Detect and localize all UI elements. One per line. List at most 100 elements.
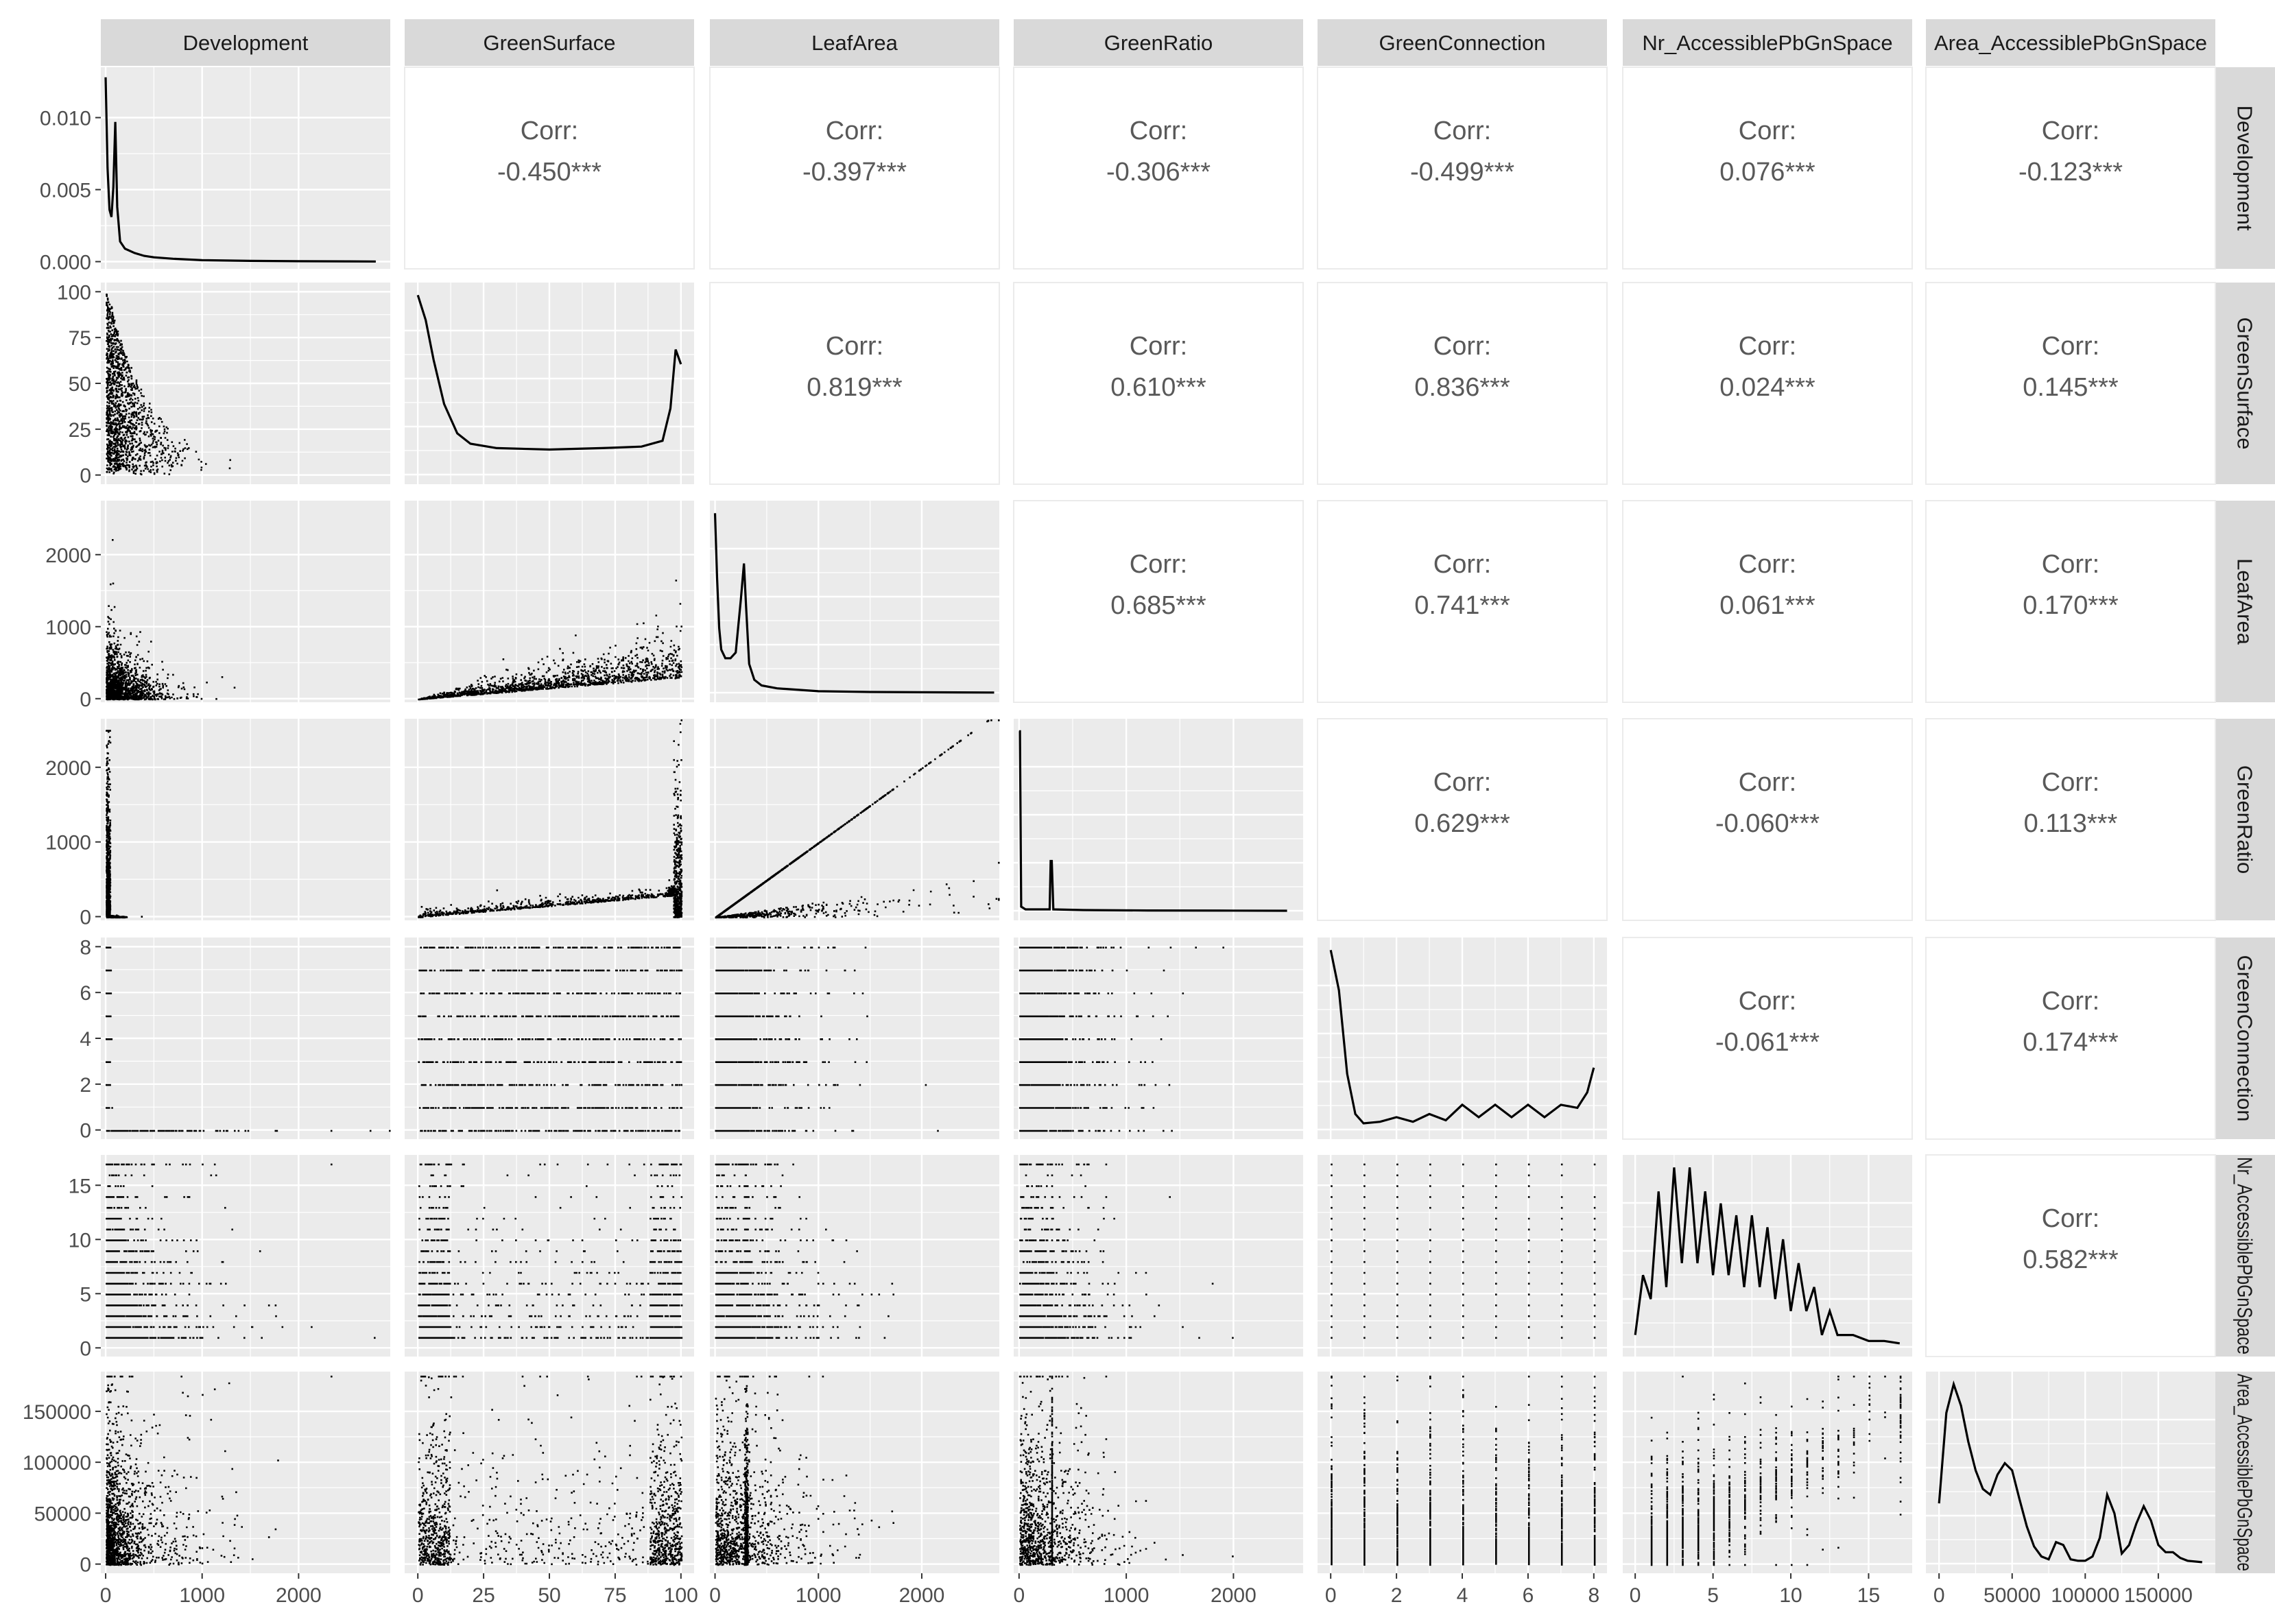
- panel-greenratio-vs-nr-accessiblepbgnspace: Corr: -0.060***: [1622, 718, 1913, 921]
- panel-nr-accessiblepbgnspace-vs-greenconnection: [1318, 1155, 1607, 1357]
- corr-label: Corr:: [1433, 332, 1491, 361]
- corr-label: Corr:: [2042, 117, 2099, 145]
- row-strip-development: Development: [2215, 67, 2275, 269]
- panel-background: [710, 1155, 999, 1357]
- panel-leafarea-vs-greensurface: [405, 501, 694, 702]
- column-strip-development: Development: [101, 19, 390, 66]
- strip-background: [1926, 19, 2215, 66]
- panel-nr-accessiblepbgnspace-vs-area-accessiblepbgnspace: Corr: 0.582***: [1925, 1154, 2216, 1357]
- x-tick-label: 8: [1588, 1584, 1599, 1607]
- strip-background: [405, 19, 694, 66]
- y-tick-label: 0: [80, 1120, 91, 1143]
- y-tick-label: 75: [69, 327, 91, 350]
- corr-panel-background: [1317, 718, 1608, 921]
- x-tick-label: 6: [1523, 1584, 1534, 1607]
- scatter-points: [715, 719, 1000, 919]
- x-tick-label: 0: [412, 1584, 424, 1607]
- x-tick-label: 0: [1325, 1584, 1337, 1607]
- strip-background: [1014, 19, 1303, 66]
- y-tick-label: 50: [69, 373, 91, 396]
- corr-panel-background: [1622, 937, 1913, 1140]
- corr-label: Corr:: [2042, 550, 2099, 579]
- strip-background: [1318, 19, 1607, 66]
- corr-label: Corr:: [2042, 987, 2099, 1016]
- column-label: Nr_AccessiblePbGnSpace: [1642, 31, 1892, 55]
- scatter-points: [418, 946, 683, 1132]
- panel-background: [101, 719, 390, 920]
- corr-label: Corr:: [1739, 332, 1796, 361]
- panel-nr-accessiblepbgnspace-vs-leafarea: [710, 1155, 999, 1357]
- panel-leafarea-vs-nr-accessiblepbgnspace: Corr: 0.061***: [1622, 500, 1913, 703]
- x-tick-label: 150000: [2124, 1584, 2193, 1607]
- corr-panel-background: [1622, 718, 1913, 921]
- x-tick-label: 50000: [1984, 1584, 2040, 1607]
- row-strip-greenratio: GreenRatio: [2215, 719, 2275, 920]
- y-tick-label: 5: [80, 1283, 91, 1306]
- corr-panel-background: [1925, 500, 2216, 703]
- corr-label: Corr:: [2042, 332, 2099, 361]
- y-tick-label: 4: [80, 1028, 91, 1051]
- strip-background: [2215, 501, 2275, 702]
- corr-label: Corr:: [826, 117, 883, 145]
- y-tick-label: 10: [69, 1229, 91, 1252]
- panel-greensurface-vs-area-accessiblepbgnspace: Corr: 0.145***: [1925, 282, 2216, 485]
- row-label: GreenConnection: [2233, 955, 2257, 1122]
- row-strip-area-accessiblepbgnspace: Area_AccessiblePbGnSpace: [2215, 1372, 2275, 1573]
- corr-value: 0.170***: [2023, 591, 2119, 620]
- panel-greenconnection-vs-greensurface: [405, 938, 694, 1139]
- x-tick-label: 5: [1707, 1584, 1719, 1607]
- corr-value: 0.061***: [1719, 591, 1815, 620]
- corr-panel-background: [1925, 67, 2216, 270]
- y-tick-label: 1000: [45, 617, 91, 639]
- column-label: GreenConnection: [1379, 31, 1546, 55]
- panel-background: [101, 1155, 390, 1357]
- y-tick-label: 0.005: [40, 180, 91, 202]
- panel-development-vs-greenratio: Corr: -0.306***: [1013, 67, 1304, 270]
- x-axis-development: 0 1000 2000: [100, 1573, 322, 1607]
- strip-background: [2215, 1372, 2275, 1573]
- corr-label: Corr:: [1130, 332, 1187, 361]
- panel-area-accessiblepbgnspace-vs-leafarea: [710, 1372, 999, 1573]
- panel-development-vs-nr-accessiblepbgnspace: Corr: 0.076***: [1622, 67, 1913, 270]
- density-curve: [713, 513, 994, 694]
- y-tick-label: 0: [80, 907, 91, 929]
- corr-label: Corr:: [521, 117, 578, 145]
- y-tick-label: 6: [80, 982, 91, 1005]
- y-tick-label: 8: [80, 936, 91, 959]
- panel-greensurface-vs-greensurface: [405, 283, 694, 484]
- row-strip-nr-accessiblepbgnspace: Nr_AccessiblePbGnSpace: [2215, 1155, 2275, 1357]
- panel-development-vs-leafarea: Corr: -0.397***: [709, 67, 1000, 270]
- scatter-points: [106, 730, 143, 919]
- corr-label: Corr:: [2042, 768, 2099, 797]
- corr-value: -0.450***: [497, 158, 601, 187]
- corr-value: 0.629***: [1414, 809, 1510, 838]
- y-tick-label: 50000: [34, 1503, 91, 1525]
- y-tick-label: 1000: [45, 832, 91, 855]
- x-tick-label: 2000: [1211, 1584, 1256, 1607]
- column-strip-greenratio: GreenRatio: [1014, 19, 1303, 66]
- column-strip-nr-accessiblepbgnspace: Nr_AccessiblePbGnSpace: [1623, 19, 1912, 66]
- panel-leafarea-vs-greenratio: Corr: 0.685***: [1013, 500, 1304, 703]
- panel-greensurface-vs-development: [101, 283, 390, 484]
- panel-greensurface-vs-greenratio: Corr: 0.610***: [1013, 282, 1304, 485]
- corr-label: Corr:: [1433, 768, 1491, 797]
- column-strip-area-accessiblepbgnspace: Area_AccessiblePbGnSpace: [1926, 19, 2215, 66]
- panel-leafarea-vs-area-accessiblepbgnspace: Corr: 0.170***: [1925, 500, 2216, 703]
- y-tick-label: 0: [80, 689, 91, 711]
- corr-panel-background: [1013, 500, 1304, 703]
- panel-greenconnection-vs-greenconnection: [1318, 938, 1607, 1139]
- column-label: GreenSurface: [484, 31, 616, 55]
- corr-value: -0.306***: [1106, 158, 1211, 187]
- x-tick-label: 0: [1013, 1584, 1025, 1607]
- panel-background: [1014, 1372, 1303, 1573]
- corr-panel-background: [1317, 500, 1608, 703]
- scatter-points: [1650, 1375, 1902, 1566]
- panel-area-accessiblepbgnspace-vs-area-accessiblepbgnspace: [1926, 1372, 2215, 1573]
- column-strip-greenconnection: GreenConnection: [1318, 19, 1607, 66]
- x-tick-label: 0: [1933, 1584, 1945, 1607]
- corr-value: 0.836***: [1414, 373, 1510, 402]
- panel-greenconnection-vs-nr-accessiblepbgnspace: Corr: -0.061***: [1622, 937, 1913, 1140]
- y-tick-label: 0: [80, 1554, 91, 1577]
- row-strip-leafarea: LeafArea: [2215, 501, 2275, 702]
